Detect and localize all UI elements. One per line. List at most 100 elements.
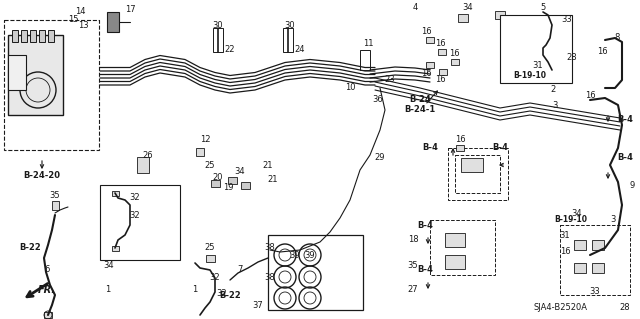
Bar [574,240,586,250]
Bar [451,59,459,65]
Text: 8: 8 [614,33,620,42]
Text: B-4: B-4 [417,265,433,275]
Text: B-22: B-22 [19,243,41,253]
Bar [205,255,214,262]
Text: 32: 32 [130,194,140,203]
Text: 27: 27 [408,286,419,294]
Text: 36: 36 [372,95,383,105]
Text: 19: 19 [223,183,233,192]
Text: 39: 39 [305,250,316,259]
Bar [592,263,604,273]
Bar [461,158,483,172]
Bar [30,30,36,42]
Bar [48,30,54,42]
Text: B-24-20: B-24-20 [24,170,61,180]
Text: 16: 16 [585,91,595,100]
Text: 26: 26 [143,151,154,160]
Text: 16: 16 [454,136,465,145]
Text: B-4: B-4 [492,144,508,152]
Text: 21: 21 [268,175,278,184]
Bar [241,182,250,189]
Text: 21: 21 [263,160,273,169]
Text: 16: 16 [420,27,431,36]
Bar [456,145,464,151]
Bar [12,30,18,42]
Text: 28: 28 [620,303,630,313]
Text: 34: 34 [463,4,474,12]
Text: 24: 24 [295,46,305,55]
Text: 32: 32 [130,211,140,219]
Bar [111,190,118,196]
Bar [500,15,572,83]
Text: 9: 9 [629,181,635,189]
Text: 23: 23 [385,76,396,85]
Bar [495,11,505,19]
Text: 3: 3 [552,100,557,109]
Text: 20: 20 [212,174,223,182]
Bar [268,235,363,310]
Text: 7: 7 [237,265,243,275]
Text: B-4: B-4 [617,115,633,124]
Text: B-4: B-4 [617,153,633,162]
Text: 15: 15 [68,14,78,24]
Bar [574,263,586,273]
Text: 25: 25 [205,243,215,253]
Text: 28: 28 [566,54,577,63]
Text: 4: 4 [412,4,418,12]
Text: FR.: FR. [38,285,56,295]
Bar [455,155,500,193]
Text: 30: 30 [212,20,223,29]
Bar [196,148,204,156]
Text: 16: 16 [560,248,570,256]
Text: B-19-10: B-19-10 [554,216,588,225]
Bar [213,28,223,52]
Text: 30: 30 [285,20,295,29]
Text: 31: 31 [560,231,570,240]
Text: 32: 32 [210,273,220,283]
Text: 38: 38 [264,272,275,281]
Bar [438,49,446,55]
Text: 34: 34 [235,167,245,176]
Bar [439,69,447,75]
Text: 32: 32 [217,288,227,298]
Text: 37: 37 [253,300,264,309]
Bar [44,312,52,318]
Bar [283,28,293,52]
Text: 34: 34 [104,261,115,270]
Text: B-19-10: B-19-10 [513,70,547,79]
Text: 1: 1 [193,286,198,294]
Bar [211,180,220,187]
Text: 2: 2 [550,85,556,94]
Bar [4,20,99,150]
Bar [111,246,118,250]
Text: 39: 39 [290,250,300,259]
Text: 16: 16 [435,76,445,85]
Text: 1: 1 [106,286,111,294]
Text: 16: 16 [449,48,460,57]
Bar [51,201,58,210]
Text: 35: 35 [50,190,60,199]
Text: SJA4-B2520A: SJA4-B2520A [533,303,587,313]
Text: 25: 25 [205,160,215,169]
Text: 5: 5 [540,4,546,12]
Text: 33: 33 [562,16,572,25]
Bar [39,30,45,42]
Text: 33: 33 [589,287,600,296]
Text: 17: 17 [125,5,135,14]
Text: B-22: B-22 [219,291,241,300]
Text: 13: 13 [77,20,88,29]
Bar [445,255,465,269]
Bar [458,14,468,22]
Bar [430,220,495,275]
Bar [445,233,465,247]
Text: 14: 14 [75,8,85,17]
Text: 35: 35 [408,261,419,270]
Text: 16: 16 [435,39,445,48]
Bar [360,50,370,70]
Text: B-24-1: B-24-1 [404,106,436,115]
Text: B-24: B-24 [409,95,431,105]
Text: 29: 29 [375,153,385,162]
Text: 18: 18 [408,235,419,244]
Text: 22: 22 [225,46,236,55]
Text: 12: 12 [200,136,211,145]
